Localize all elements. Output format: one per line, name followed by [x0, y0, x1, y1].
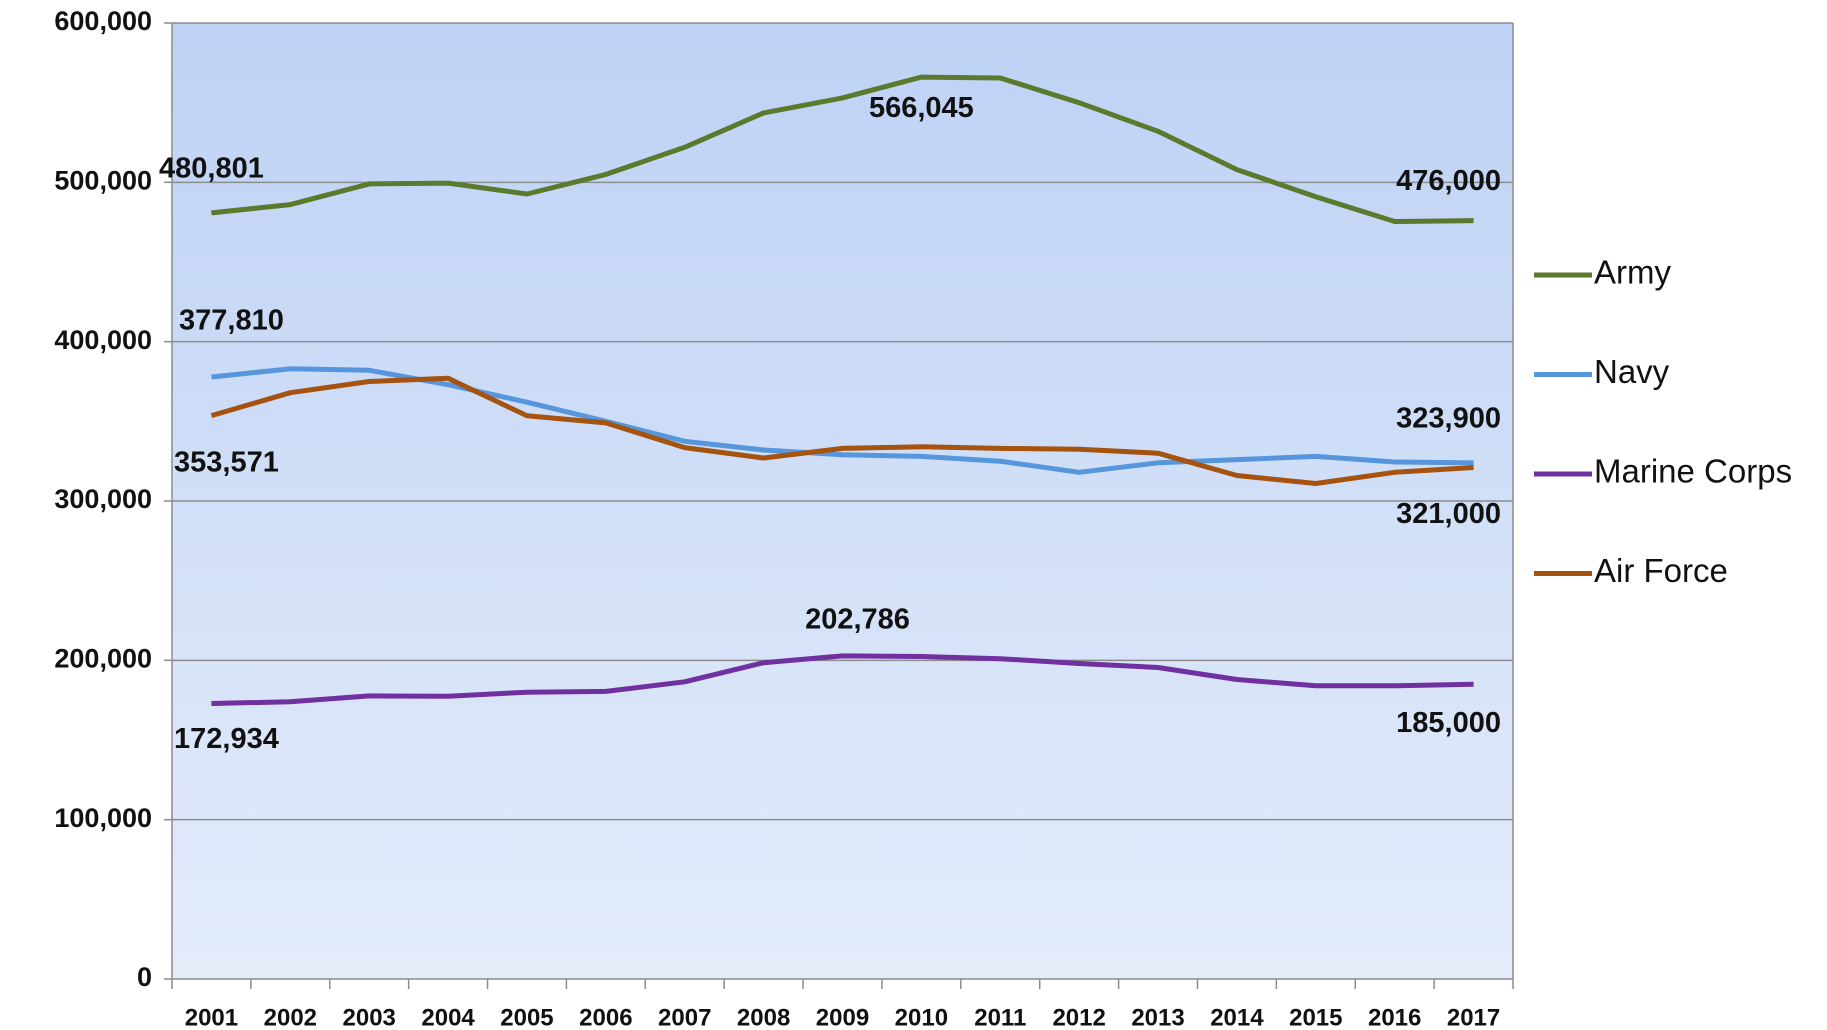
- y-tick-label: 300,000: [54, 484, 152, 514]
- x-tick-label: 2006: [579, 1004, 632, 1030]
- data-label: 321,000: [1396, 498, 1501, 530]
- x-tick-label: 2016: [1368, 1004, 1421, 1030]
- y-tick-label: 100,000: [54, 803, 152, 833]
- x-tick-label: 2002: [264, 1004, 317, 1030]
- x-tick-label: 2014: [1210, 1004, 1264, 1030]
- data-label: 353,571: [174, 446, 279, 478]
- x-tick-label: 2005: [500, 1004, 553, 1030]
- y-tick-label: 600,000: [54, 6, 152, 36]
- x-tick-label: 2013: [1131, 1004, 1184, 1030]
- x-tick-label: 2017: [1447, 1004, 1500, 1030]
- series-line: [211, 74, 1474, 224]
- x-tick-label: 2008: [737, 1004, 790, 1030]
- legend-label: Navy: [1594, 353, 1670, 390]
- x-tick-label: 2009: [816, 1004, 869, 1030]
- x-tick-label: 2003: [343, 1004, 396, 1030]
- x-tick-label: 2015: [1289, 1004, 1342, 1030]
- legend-label: Army: [1594, 254, 1671, 291]
- x-tick-label: 2004: [421, 1004, 475, 1030]
- series-line: [210, 375, 1474, 486]
- series-line: [211, 653, 1474, 706]
- y-tick-label: 400,000: [54, 325, 152, 355]
- legend-label: Marine Corps: [1594, 453, 1792, 490]
- data-label: 566,045: [869, 92, 974, 124]
- data-label: 202,786: [805, 604, 910, 636]
- data-label: 377,810: [179, 305, 284, 337]
- x-tick-label: 2001: [185, 1004, 238, 1030]
- y-tick-label: 200,000: [54, 643, 152, 673]
- x-tick-label: 2010: [895, 1004, 948, 1030]
- y-tick-label: 500,000: [54, 165, 152, 195]
- y-tick-label: 0: [137, 962, 152, 992]
- data-label: 476,000: [1396, 165, 1501, 197]
- data-label: 323,900: [1396, 403, 1501, 435]
- data-label: 480,801: [159, 153, 264, 185]
- x-tick-label: 2011: [974, 1004, 1026, 1030]
- data-label: 185,000: [1396, 707, 1501, 739]
- x-tick-label: 2012: [1052, 1004, 1105, 1030]
- data-label: 172,934: [174, 723, 279, 755]
- x-tick-label: 2007: [658, 1004, 711, 1030]
- legend-label: Air Force: [1594, 552, 1728, 589]
